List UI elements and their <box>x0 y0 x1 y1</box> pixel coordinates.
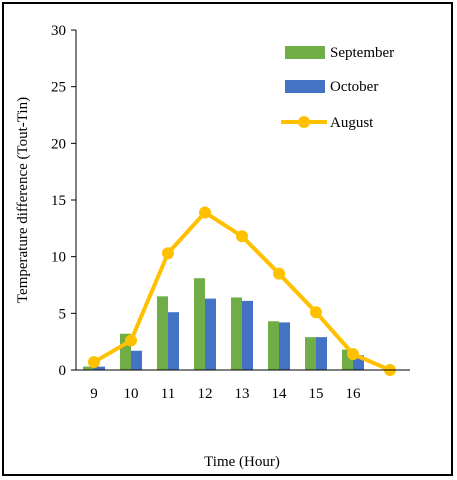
y-tick-label: 0 <box>59 363 67 379</box>
x-tick-label: 14 <box>272 386 288 402</box>
legend: September October August <box>281 45 394 131</box>
x-tick-label: 9 <box>90 386 98 402</box>
point-august-4 <box>236 230 248 243</box>
bar-october-13 <box>242 300 253 370</box>
point-august-7 <box>347 348 359 361</box>
bar-september-11 <box>157 296 168 370</box>
legend-label-september: September <box>330 45 394 61</box>
legend-label-october: October <box>330 79 378 95</box>
bars-layer <box>83 278 364 370</box>
point-august-5 <box>273 267 285 280</box>
bar-october-9 <box>94 366 105 370</box>
bar-october-11 <box>168 312 179 370</box>
bar-september-9 <box>83 366 94 370</box>
bar-september-15 <box>305 337 316 370</box>
y-tick-label: 30 <box>51 23 66 39</box>
bar-october-10 <box>131 350 142 370</box>
x-tick-labels: 9 10 11 12 13 14 15 16 <box>90 386 361 402</box>
bar-september-14 <box>268 321 279 370</box>
bar-september-10 <box>120 333 131 370</box>
x-tick-label: 16 <box>346 386 362 402</box>
legend-label-august: August <box>330 115 374 131</box>
bar-october-12 <box>205 298 216 370</box>
x-tick-label: 11 <box>161 386 175 402</box>
point-august-1 <box>125 334 137 347</box>
y-tick-label: 5 <box>59 306 67 322</box>
y-tick-label: 15 <box>51 193 66 209</box>
x-tick-label: 13 <box>235 386 250 402</box>
bar-september-16 <box>342 349 353 370</box>
bar-october-16 <box>353 355 364 370</box>
point-august-0 <box>88 356 100 369</box>
bar-october-14 <box>279 322 290 370</box>
x-axis-title: Time (Hour) <box>204 454 280 470</box>
bar-september-13 <box>231 297 242 370</box>
y-axis-title: Temperature difference (Tout-Tin) <box>15 97 31 303</box>
x-tick-label: 12 <box>198 386 213 402</box>
x-tick-label: 15 <box>309 386 324 402</box>
y-tick-label: 10 <box>51 250 66 266</box>
y-tick-label: 20 <box>51 136 66 152</box>
point-august-3 <box>199 206 211 219</box>
legend-marker-august <box>298 116 310 128</box>
figure-border <box>2 2 453 476</box>
point-august-6 <box>310 306 322 319</box>
point-august-2 <box>162 247 174 260</box>
legend-swatch-october <box>285 80 325 93</box>
y-tick-label: 25 <box>51 80 66 96</box>
y-tick-labels: 0 5 10 15 20 25 30 <box>51 23 76 379</box>
bar-october-15 <box>316 337 327 370</box>
x-tick-label: 10 <box>124 386 139 402</box>
legend-swatch-september <box>285 46 325 59</box>
bar-september-12 <box>194 278 205 370</box>
